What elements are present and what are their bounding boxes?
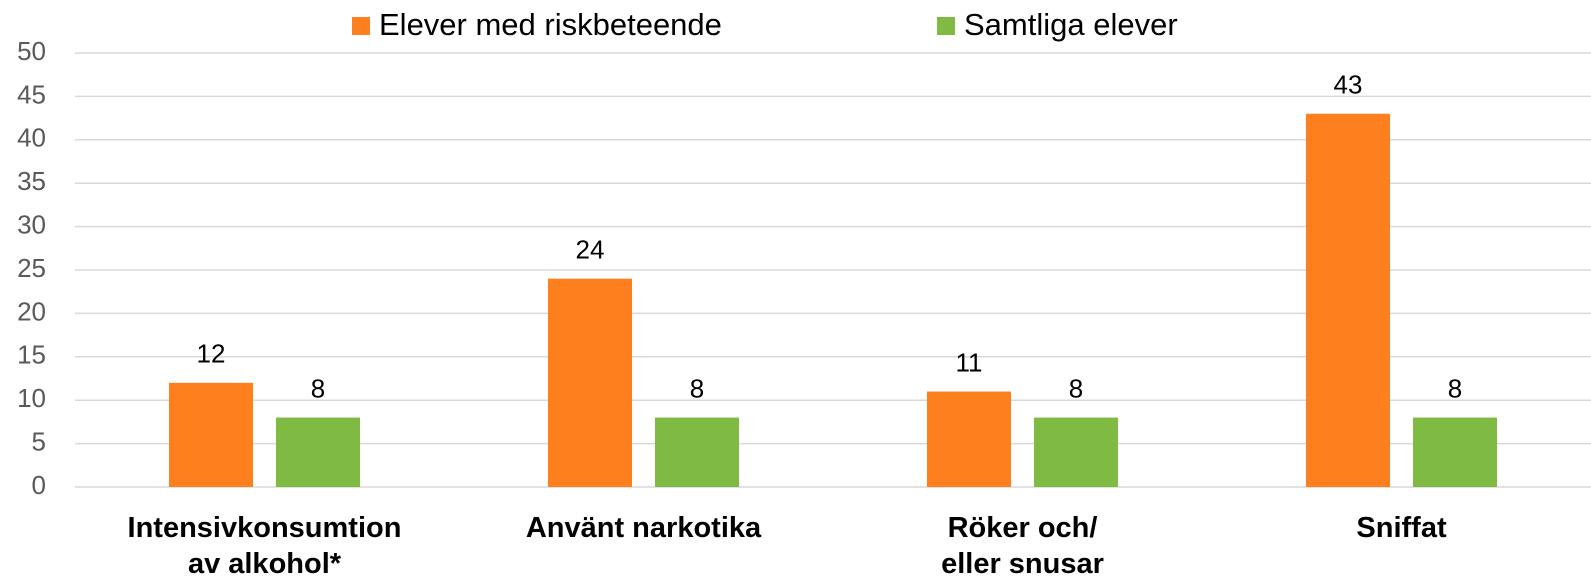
legend-label: Samtliga elever: [964, 7, 1178, 42]
y-tick-label: 25: [17, 253, 46, 283]
y-tick-label: 10: [17, 383, 46, 413]
legend-label: Elever med riskbeteende: [379, 7, 722, 42]
y-tick-label: 45: [17, 79, 46, 109]
y-tick-label: 15: [17, 340, 46, 370]
bar: [169, 382, 253, 487]
data-label: 43: [1334, 70, 1363, 100]
bar: [1034, 417, 1118, 487]
data-label: 24: [576, 235, 605, 265]
y-tick-label: 0: [32, 470, 46, 500]
bar: [548, 278, 632, 487]
x-tick-label: Sniffat: [1356, 512, 1447, 544]
legend-swatch: [937, 17, 955, 35]
data-label: 12: [197, 339, 226, 369]
data-label: 8: [690, 373, 704, 403]
data-label: 8: [1069, 373, 1083, 403]
bar: [276, 417, 360, 487]
y-tick-label: 50: [17, 36, 46, 66]
legend-swatch: [352, 17, 370, 35]
bar: [1306, 113, 1390, 487]
y-tick-label: 30: [17, 209, 46, 239]
y-tick-label: 20: [17, 296, 46, 326]
y-tick-label: 40: [17, 123, 46, 153]
data-label: 8: [311, 373, 325, 403]
bar: [655, 417, 739, 487]
data-label: 11: [956, 347, 983, 377]
x-tick-label: Intensivkonsumtion av alkohol*: [127, 512, 402, 580]
x-tick-label: Använt narkotika: [525, 512, 762, 544]
bar: [1413, 417, 1497, 487]
y-tick-label: 5: [32, 426, 46, 456]
data-label: 8: [1448, 373, 1462, 403]
x-tick-label: Röker och/ eller snusar: [941, 512, 1104, 580]
y-tick-label: 35: [17, 166, 46, 196]
bar: [927, 391, 1011, 487]
